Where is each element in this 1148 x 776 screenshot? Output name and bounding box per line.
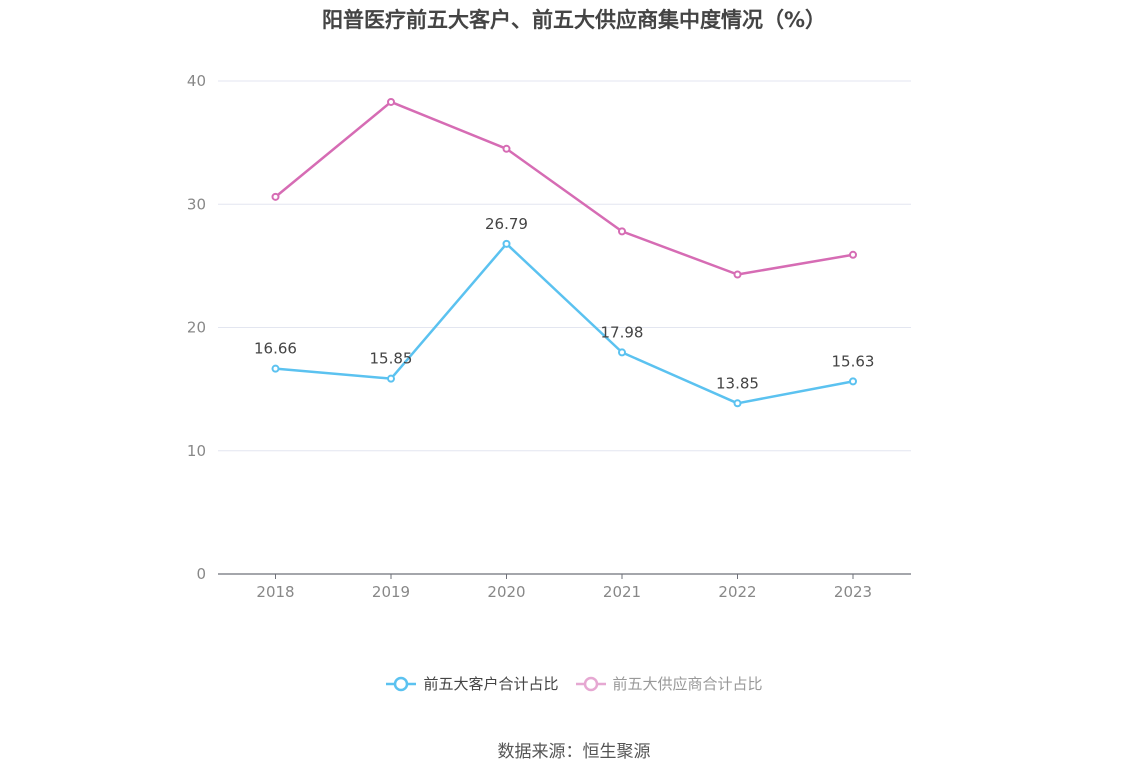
legend-item-suppliers[interactable]: 前五大供应商合计占比 [575, 673, 763, 694]
y-tick-label: 40 [187, 72, 206, 90]
series-lines [271, 97, 857, 408]
y-tick-label: 10 [187, 442, 206, 460]
y-tick-label: 0 [196, 565, 206, 583]
data-label: 15.85 [370, 350, 413, 368]
x-tick-label: 2019 [372, 583, 410, 601]
data-label: 13.85 [716, 374, 759, 392]
grid-lines [218, 80, 911, 452]
series-line-customers [275, 242, 854, 405]
data-point-customers[interactable] [387, 374, 395, 383]
data-point-customers[interactable] [849, 377, 857, 386]
data-point-customers[interactable] [502, 239, 511, 248]
legend-marker-customers-icon [386, 676, 417, 691]
x-tick-label: 2023 [834, 583, 872, 601]
data-label: 16.66 [254, 340, 297, 358]
legend-item-customers[interactable]: 前五大客户合计占比 [385, 673, 559, 694]
x-tick-label: 2020 [487, 583, 525, 601]
axes: 0 10 20 30 40 2018 2019 2020 2021 2022 2023 [187, 72, 911, 601]
data-label: 15.63 [832, 352, 875, 370]
legend-label-customers: 前五大客户合计占比 [423, 675, 559, 693]
data-point-customers[interactable] [271, 364, 280, 373]
x-tick-label: 2021 [603, 583, 641, 601]
data-point-suppliers[interactable] [502, 144, 511, 153]
data-label: 26.79 [485, 215, 528, 233]
legend-label-suppliers: 前五大供应商合计占比 [612, 675, 763, 693]
data-point-suppliers[interactable] [271, 192, 280, 201]
data-point-customers[interactable] [733, 399, 742, 408]
data-point-suppliers[interactable] [733, 270, 742, 279]
y-tick-label: 30 [187, 195, 206, 213]
data-point-suppliers[interactable] [387, 97, 395, 106]
data-point-suppliers[interactable] [849, 250, 857, 259]
y-tick-label: 20 [187, 319, 206, 337]
data-labels: 16.66 15.85 26.79 17.98 13.85 15.63 [254, 215, 874, 392]
legend-marker-suppliers-icon [575, 676, 606, 691]
data-point-suppliers[interactable] [618, 227, 626, 236]
x-tick-label: 2018 [256, 583, 294, 601]
data-point-customers[interactable] [618, 348, 626, 357]
legend: 前五大客户合计占比 前五大供应商合计占比 [0, 673, 1148, 694]
data-label: 17.98 [601, 323, 644, 341]
data-source: 数据来源：恒生聚源 [497, 742, 651, 762]
chart-title: 阳普医疗前五大客户、前五大供应商集中度情况（%） [321, 8, 827, 32]
series-line-suppliers [274, 100, 854, 276]
x-tick-label: 2022 [718, 583, 756, 601]
